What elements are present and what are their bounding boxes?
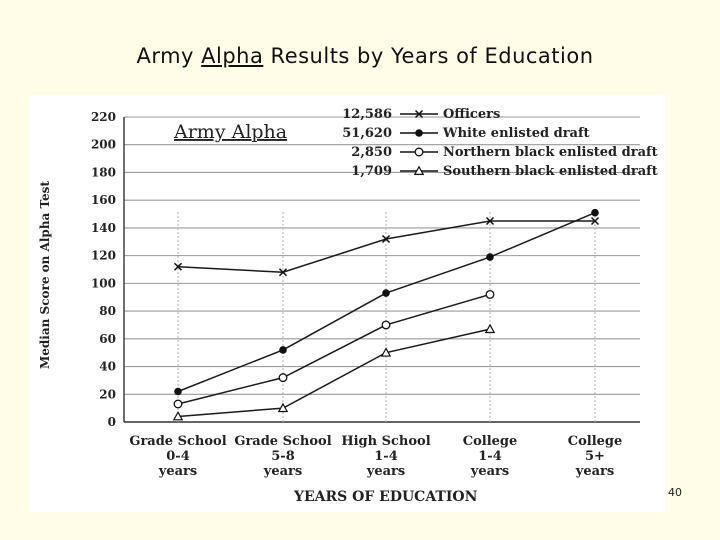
data-point xyxy=(173,262,183,271)
point-mark xyxy=(485,216,495,226)
legend-count: 1,709 xyxy=(351,164,392,179)
data-point xyxy=(415,129,423,137)
series-line xyxy=(177,328,491,418)
x-tick-label: years xyxy=(575,464,614,479)
data-point xyxy=(278,268,288,277)
y-tick-label: 40 xyxy=(99,360,116,374)
legend-entry: Officers xyxy=(443,107,500,122)
x-tick-label: years xyxy=(470,464,509,479)
page-number: 40 xyxy=(668,486,682,499)
y-tick-label: 100 xyxy=(91,276,116,290)
army-alpha-chart: 0 20 40 60 80 100 120 140 160 180 200 220 Grade Scho… xyxy=(38,107,658,505)
x-tick-label: years xyxy=(158,464,197,479)
y-tick-label: 60 xyxy=(99,332,116,346)
y-tick-label: 160 xyxy=(91,193,116,207)
data-point xyxy=(414,147,424,157)
y-tick-label: 120 xyxy=(91,249,116,263)
data-point xyxy=(590,216,600,226)
y-tick-label: 220 xyxy=(91,110,116,124)
x-tick-label: years xyxy=(366,464,405,479)
data-point xyxy=(173,399,183,409)
title-underlined-word: Alpha xyxy=(201,44,264,68)
x-tick-label: years xyxy=(263,464,302,479)
data-point xyxy=(277,402,289,413)
point-mark xyxy=(278,268,288,277)
title-suffix: Results by Years of Education xyxy=(263,44,594,68)
x-tick-label: 5+ xyxy=(585,449,605,464)
series-line xyxy=(177,293,491,405)
data-point xyxy=(414,109,424,119)
x-tick-label: College xyxy=(463,434,518,449)
point-mark xyxy=(381,234,391,244)
point-mark xyxy=(173,262,183,271)
y-tick-label: 180 xyxy=(91,165,116,179)
data-point xyxy=(485,290,495,299)
y-tick-label: 20 xyxy=(99,387,116,401)
legend-count: 2,850 xyxy=(351,145,392,160)
data-point xyxy=(382,289,390,297)
data-point xyxy=(380,347,392,357)
data-point xyxy=(413,165,425,175)
point-mark xyxy=(590,216,600,226)
y-tick-label: 80 xyxy=(99,304,116,318)
slide-title: Army Alpha Results by Years of Education xyxy=(0,44,720,68)
data-point xyxy=(172,411,184,421)
x-tick-label: College xyxy=(568,434,623,449)
data-point xyxy=(591,208,599,217)
data-point xyxy=(381,234,391,244)
legend-entry: White enlisted draft xyxy=(442,126,590,141)
x-tick-label: Grade School xyxy=(234,434,331,449)
data-point xyxy=(279,346,287,354)
legend-entry: Southern black enlisted draft xyxy=(443,164,658,179)
title-prefix: Army xyxy=(136,44,202,68)
data-point xyxy=(381,320,391,330)
y-tick-label: 200 xyxy=(91,138,116,152)
x-tick-label: 1-4 xyxy=(374,449,398,464)
x-tick-label: 1-4 xyxy=(478,449,502,464)
y-tick-label: 140 xyxy=(91,221,116,235)
chart-figure: 0 20 40 60 80 100 120 140 160 180 200 220 Grade Scho… xyxy=(30,95,665,512)
data-point xyxy=(485,216,495,226)
x-axis-label: YEARS OF EDUCATION xyxy=(293,489,478,505)
x-tick-label: High School xyxy=(341,434,430,449)
data-point xyxy=(278,373,288,383)
y-axis-label: Median Score on Alpha Test xyxy=(38,181,52,369)
x-tick-label: 0-4 xyxy=(166,449,190,464)
chart-title: Army Alpha xyxy=(173,121,287,143)
y-tick-label: 0 xyxy=(108,415,116,429)
data-point xyxy=(484,323,496,334)
legend-count: 51,620 xyxy=(342,126,392,141)
point-mark xyxy=(414,109,424,119)
data-point xyxy=(486,253,494,261)
data-point xyxy=(174,387,182,396)
legend-count: 12,586 xyxy=(342,107,392,122)
legend-entry: Northern black enlisted draft xyxy=(443,145,658,160)
x-tick-label: 5-8 xyxy=(271,449,295,464)
x-tick-label: Grade School xyxy=(129,434,226,449)
